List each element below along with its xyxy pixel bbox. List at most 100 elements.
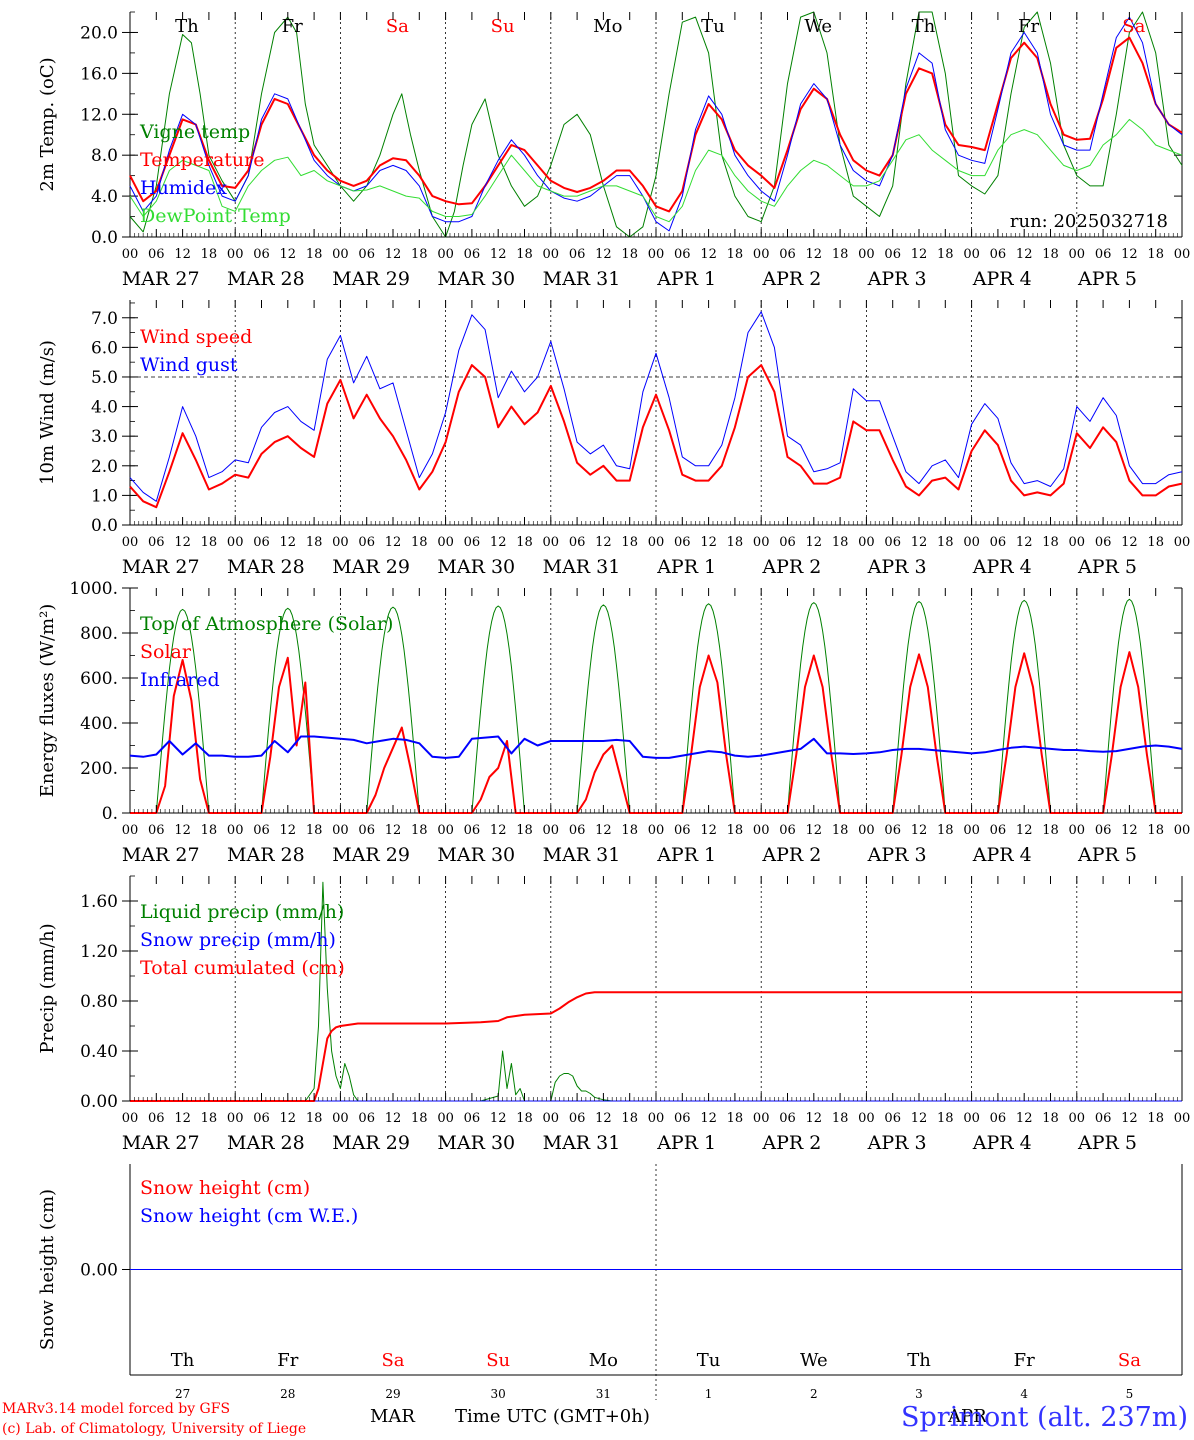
hour-tick-label: 00 — [332, 535, 349, 550]
date-label: APR 3 — [867, 268, 927, 290]
hour-tick-label: 12 — [1016, 1111, 1033, 1126]
hour-tick-label: 18 — [832, 823, 849, 838]
date-label: MAR 29 — [332, 1132, 410, 1154]
day-abbr: Th — [912, 16, 936, 37]
y-tick-label: 1.20 — [80, 942, 118, 962]
day-number: 31 — [596, 1387, 611, 1401]
hour-tick-label: 18 — [832, 535, 849, 550]
hour-tick-label: 06 — [990, 823, 1007, 838]
date-label: MAR 27 — [122, 556, 200, 578]
y-tick-label: 1000. — [69, 579, 118, 599]
day-abbr: Th — [171, 1350, 195, 1371]
day-number: 4 — [1020, 1387, 1028, 1401]
y-tick-label: 400. — [80, 714, 118, 734]
hour-tick-label: 18 — [201, 1111, 218, 1126]
day-abbr: Th — [907, 1350, 931, 1371]
date-label: MAR 28 — [227, 844, 305, 866]
hour-tick-label: 18 — [937, 247, 954, 262]
date-label: MAR 28 — [227, 556, 305, 578]
hour-tick-label: 00 — [1069, 535, 1086, 550]
y-axis-label: 10m Wind (m/s) — [37, 340, 58, 485]
hour-tick-label: 12 — [806, 1111, 823, 1126]
y-tick-label: 3.0 — [91, 427, 118, 447]
legend-entry: Solar — [140, 641, 192, 663]
legend-entry: Vigne temp — [139, 121, 250, 143]
hour-tick-label: 12 — [595, 535, 612, 550]
hour-tick-label: 18 — [1147, 1111, 1164, 1126]
day-abbr: Tu — [697, 1350, 721, 1371]
hour-tick-label: 18 — [306, 535, 323, 550]
hour-tick-label: 12 — [806, 247, 823, 262]
day-number: 29 — [385, 1387, 400, 1401]
date-label: APR 5 — [1077, 844, 1137, 866]
hour-tick-label: 18 — [1147, 535, 1164, 550]
hour-tick-label: 06 — [253, 1111, 270, 1126]
legend-entry: Temperature — [140, 149, 264, 171]
series-dewpoint-temp — [129, 118, 1183, 223]
date-label: APR 4 — [972, 1132, 1032, 1154]
hour-tick-label: 12 — [1121, 823, 1138, 838]
hour-tick-label: 00 — [648, 535, 665, 550]
series-wind-gust — [129, 311, 1183, 502]
y-tick-label: 800. — [80, 624, 118, 644]
hour-tick-label: 06 — [464, 823, 481, 838]
hour-tick-label: 18 — [1042, 247, 1059, 262]
hour-tick-label: 00 — [648, 1111, 665, 1126]
hour-tick-label: 00 — [963, 823, 980, 838]
hour-tick-label: 12 — [911, 247, 928, 262]
hour-tick-label: 18 — [201, 823, 218, 838]
date-label: MAR 27 — [122, 268, 200, 290]
hour-tick-label: 06 — [674, 823, 691, 838]
hour-tick-label: 12 — [174, 247, 191, 262]
hour-tick-label: 12 — [911, 1111, 928, 1126]
hour-tick-label: 18 — [411, 535, 428, 550]
hour-tick-label: 06 — [990, 1111, 1007, 1126]
hour-tick-label: 18 — [306, 1111, 323, 1126]
hour-tick-label: 06 — [148, 823, 165, 838]
hour-tick-label: 18 — [1042, 1111, 1059, 1126]
hour-tick-label: 00 — [332, 247, 349, 262]
hour-tick-label: 00 — [963, 247, 980, 262]
date-label: MAR 29 — [332, 268, 410, 290]
y-axis-label: 2m Temp. (oC) — [37, 57, 58, 191]
hour-tick-label: 06 — [674, 535, 691, 550]
credit-line-2: (c) Lab. of Climatology, University of L… — [2, 1421, 307, 1437]
day-abbr: Su — [491, 16, 515, 37]
y-tick-label: 600. — [80, 669, 118, 689]
date-label: APR 4 — [972, 268, 1032, 290]
month-label-apr: APR — [948, 1406, 987, 1427]
hour-tick-label: 06 — [464, 1111, 481, 1126]
day-abbr: Fr — [1014, 1350, 1035, 1371]
hour-tick-label: 18 — [727, 247, 744, 262]
hour-tick-label: 18 — [937, 823, 954, 838]
hour-tick-label: 18 — [1042, 535, 1059, 550]
y-tick-label: 4.0 — [91, 398, 118, 418]
day-abbr: Tu — [701, 16, 725, 37]
panel-precip: 0.00 0.40 0.80 1.20 1.60 Precip (mm/h) Liquid … — [37, 875, 1190, 1154]
hour-tick-label: 00 — [858, 247, 875, 262]
y-axis-label: Snow height (cm) — [37, 1189, 58, 1350]
hour-tick-label: 12 — [1121, 535, 1138, 550]
date-label: MAR 31 — [543, 556, 621, 578]
hour-tick-label: 06 — [884, 1111, 901, 1126]
hour-tick-label: 18 — [727, 535, 744, 550]
hour-tick-label: 18 — [937, 1111, 954, 1126]
day-abbr: Sa — [1118, 1350, 1141, 1371]
y-tick-label: 12.0 — [80, 105, 118, 125]
y-tick-label: 1.0 — [91, 486, 118, 506]
hour-tick-label: 00 — [963, 1111, 980, 1126]
hour-tick-label: 06 — [569, 247, 586, 262]
hour-tick-label: 18 — [1042, 823, 1059, 838]
hour-tick-label: 06 — [884, 823, 901, 838]
hour-tick-label: 06 — [884, 535, 901, 550]
hour-tick-label: 00 — [858, 823, 875, 838]
hour-tick-label: 12 — [490, 535, 507, 550]
day-number: 1 — [705, 1387, 713, 1401]
y-tick-label: 6.0 — [91, 338, 118, 358]
hour-tick-label: 12 — [174, 823, 191, 838]
hour-tick-label: 06 — [148, 535, 165, 550]
date-label: MAR 31 — [543, 1132, 621, 1154]
hour-tick-label: 00 — [753, 1111, 770, 1126]
hour-tick-label: 12 — [280, 823, 297, 838]
